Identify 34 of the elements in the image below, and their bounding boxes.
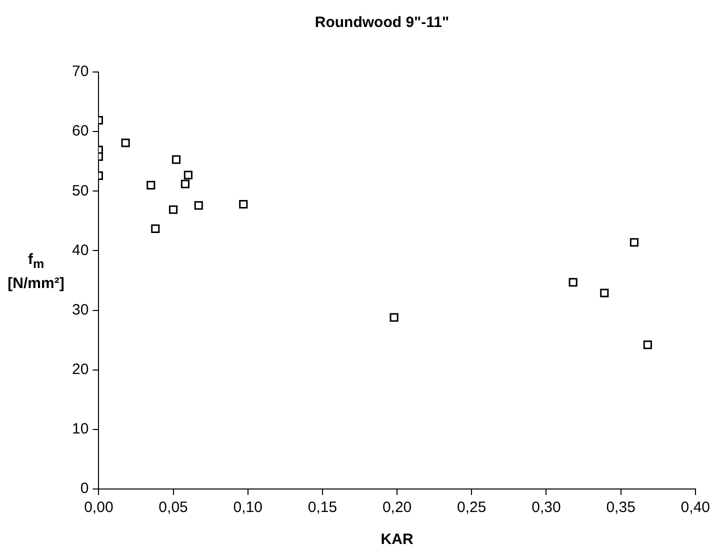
point [168,205,178,214]
x-tick-label: 0,10 [233,499,262,516]
y-tick-label: 20 [72,361,89,378]
point [643,340,652,350]
point [630,238,639,247]
point [151,224,160,233]
x-tick-label: 0,20 [382,499,412,516]
point [172,155,181,164]
x-tick-label: 0,15 [308,499,338,516]
y-tick-label: 10 [72,420,89,438]
x-tick-label: 0,05 [158,499,188,516]
point [568,278,578,287]
x-tick-label: 0,00 [84,499,114,516]
point [180,180,190,188]
point [121,138,130,148]
x-tick-label: 0,25 [457,499,486,516]
point [239,200,248,209]
x-tick-label: 0,35 [606,499,636,516]
y-tick-label: 60 [72,122,89,140]
x-axis-title: KAR [380,531,414,548]
y-tick-label: 50 [72,182,89,200]
y-tick-label: 70 [72,63,89,80]
point [146,180,156,190]
chart-title: Roundwood 9"-11" [314,14,450,32]
point [184,170,192,180]
x-tick-label: 0,30 [532,499,561,516]
point [600,288,609,298]
x-tick-label: 0,40 [680,499,710,516]
y-tick-label: 30 [72,301,89,318]
y-tick-label: 0 [80,480,89,498]
y-axis-title: f$_{m}$ [N/mm²] [6,250,66,294]
point [194,201,203,210]
y-tick-label: 40 [72,242,89,259]
point [390,313,398,322]
